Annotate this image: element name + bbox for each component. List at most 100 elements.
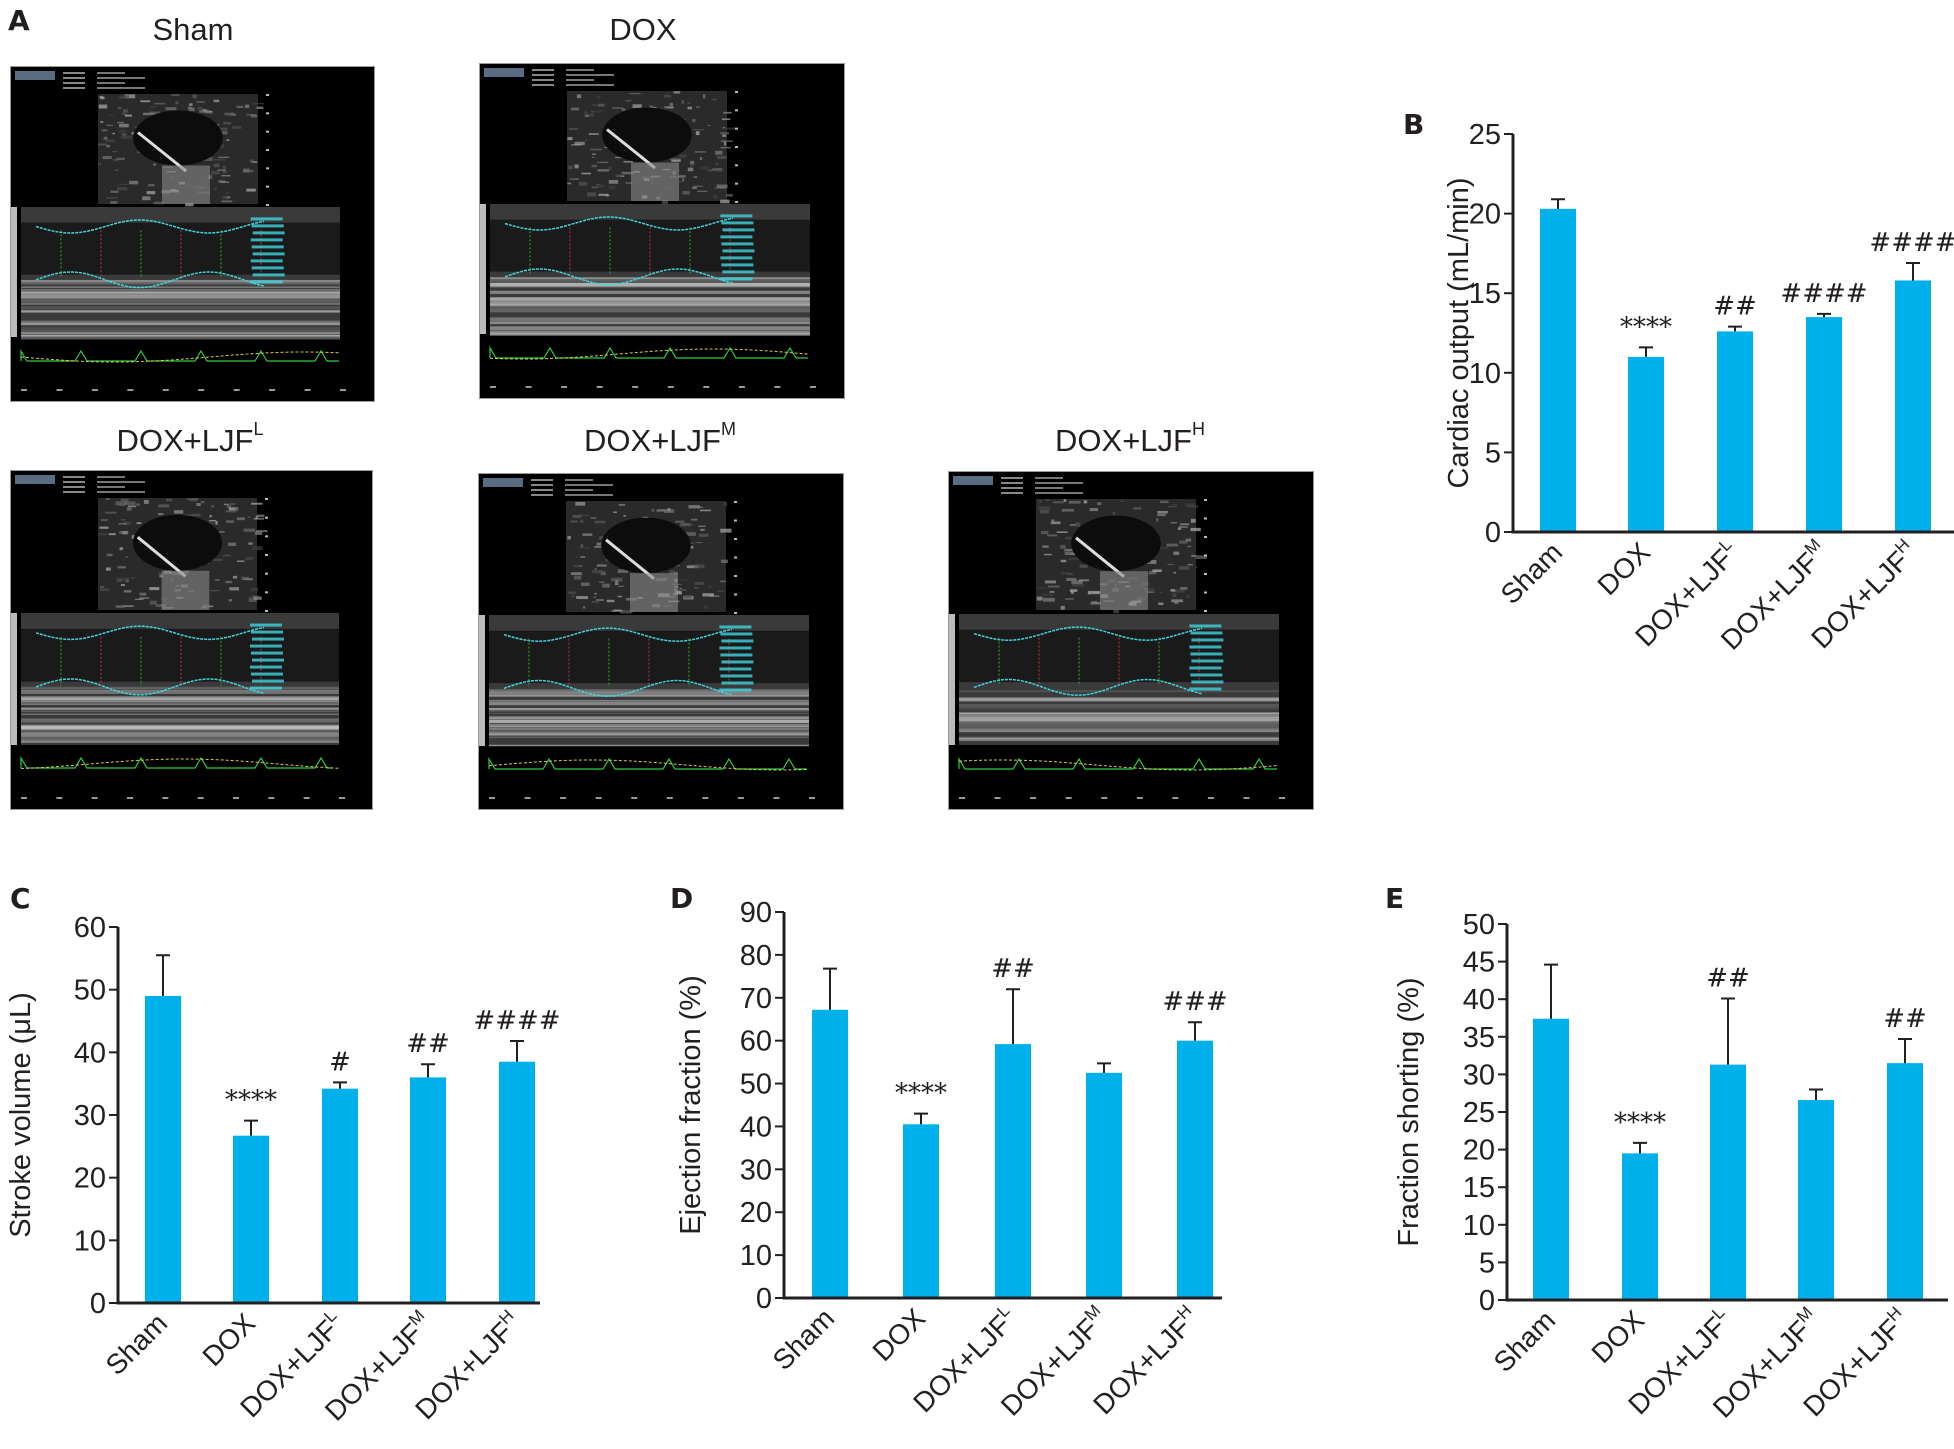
bar-b-0 bbox=[1540, 208, 1576, 532]
echo-image-dox-ljf-m bbox=[478, 473, 844, 810]
b-mode-image bbox=[98, 498, 268, 610]
x-tick-label-base: DOX bbox=[1585, 1304, 1650, 1369]
error-bar-d-1 bbox=[914, 1112, 928, 1125]
y-tick-label: 0 bbox=[1479, 1285, 1495, 1317]
x-tick-label-base: DOX bbox=[1591, 536, 1656, 601]
y-tick-label: 35 bbox=[1463, 1022, 1495, 1054]
error-bar-e-0 bbox=[1544, 963, 1558, 1019]
error-bar-c-4 bbox=[510, 1040, 524, 1062]
significance-label: ### bbox=[1162, 987, 1227, 1017]
y-tick-label: 90 bbox=[740, 897, 772, 929]
y-tick-label: 20 bbox=[1463, 1135, 1495, 1167]
bar-e-0 bbox=[1533, 1018, 1569, 1300]
b-mode-image bbox=[567, 91, 736, 204]
y-tick-label: 50 bbox=[74, 975, 106, 1007]
x-tick-label-base: DOX+LJF bbox=[1087, 1311, 1196, 1420]
error-bar-b-4 bbox=[1906, 261, 1920, 281]
echo-image-dox bbox=[479, 63, 845, 399]
significance-label: ## bbox=[1883, 1004, 1927, 1034]
x-tick-label: DOX bbox=[196, 1307, 261, 1372]
x-tick-label-base: Sham bbox=[1495, 536, 1569, 610]
y-tick-label: 25 bbox=[1463, 1097, 1495, 1129]
bar-c-3 bbox=[410, 1077, 446, 1303]
x-tick-label-base: DOX+LJF bbox=[1797, 1313, 1906, 1422]
error-bar-c-2 bbox=[333, 1081, 347, 1089]
error-bar-d-3 bbox=[1097, 1062, 1111, 1073]
echo-image-sham bbox=[10, 66, 375, 402]
x-tick-label: Sham bbox=[767, 1302, 841, 1376]
y-tick-label: 20 bbox=[74, 1163, 106, 1195]
significance-label: # bbox=[329, 1047, 351, 1077]
bar-b-1 bbox=[1628, 356, 1664, 532]
panel-label-e: E bbox=[1385, 882, 1405, 915]
bar-c-0 bbox=[145, 995, 181, 1303]
y-tick-label: 20 bbox=[1469, 199, 1501, 231]
x-tick-label-base: DOX bbox=[866, 1302, 931, 1367]
y-tick-label: 25 bbox=[1469, 119, 1501, 151]
error-bar-d-2 bbox=[1006, 988, 1020, 1045]
b-mode-image bbox=[1036, 499, 1208, 614]
bar-c-2 bbox=[322, 1088, 358, 1303]
bar-b-3 bbox=[1806, 317, 1842, 532]
bar-e-3 bbox=[1798, 1099, 1834, 1300]
echo-image-dox-ljf-h bbox=[948, 471, 1314, 810]
x-tick-label: DOX bbox=[1591, 536, 1656, 601]
echo-image-dox-ljf-l bbox=[10, 470, 373, 810]
significance-label: #### bbox=[1780, 279, 1867, 309]
bar-d-4 bbox=[1177, 1040, 1213, 1298]
bar-e-4 bbox=[1887, 1063, 1923, 1300]
ultrasound-render bbox=[11, 71, 346, 391]
bar-d-3 bbox=[1086, 1072, 1122, 1298]
echo-title-dox-ljf-h: DOX+LJFH bbox=[1055, 419, 1205, 458]
m-mode-trace bbox=[480, 204, 810, 336]
error-bar-b-1 bbox=[1639, 346, 1653, 357]
x-tick-label-base: Sham bbox=[1488, 1304, 1562, 1378]
bar-b-2 bbox=[1717, 331, 1753, 532]
panel-label-b: B bbox=[1403, 108, 1425, 141]
y-tick-label: 10 bbox=[740, 1240, 772, 1272]
x-tick-label: DOX bbox=[866, 1302, 931, 1367]
y-axis-title: Ejection fraction (%) bbox=[675, 975, 707, 1235]
y-tick-label: 50 bbox=[1463, 909, 1495, 941]
vevo-logo-icon bbox=[15, 71, 55, 80]
significance-label: ## bbox=[1713, 292, 1757, 322]
bar-d-1 bbox=[903, 1124, 939, 1298]
ecg-trace bbox=[958, 756, 1278, 771]
b-mode-image bbox=[98, 94, 264, 207]
y-tick-label: 15 bbox=[1463, 1172, 1495, 1204]
x-tick-label: DOX+LJFH bbox=[408, 1306, 527, 1425]
significance-label: #### bbox=[1869, 228, 1954, 258]
m-mode-trace bbox=[479, 615, 809, 747]
y-tick-label: 0 bbox=[756, 1283, 772, 1315]
significance-label: ## bbox=[991, 954, 1035, 984]
significance-label: ## bbox=[1706, 963, 1750, 993]
significance-label: **** bbox=[225, 1086, 277, 1116]
error-bar-b-0 bbox=[1551, 198, 1565, 209]
significance-label: **** bbox=[1614, 1108, 1666, 1138]
y-tick-label: 40 bbox=[1463, 984, 1495, 1016]
y-tick-label: 30 bbox=[740, 1154, 772, 1186]
bar-d-2 bbox=[995, 1044, 1031, 1298]
ecg-trace bbox=[489, 345, 809, 360]
y-axis-title: Stroke volume (μL) bbox=[5, 992, 37, 1238]
bar-d-0 bbox=[812, 1009, 848, 1298]
y-tick-label: 0 bbox=[90, 1288, 106, 1320]
x-tick-label: DOX+LJFH bbox=[1796, 1303, 1915, 1422]
vevo-logo-icon bbox=[483, 478, 523, 487]
error-bar-e-1 bbox=[1633, 1141, 1647, 1154]
error-bar-e-3 bbox=[1809, 1088, 1823, 1100]
ultrasound-render bbox=[479, 478, 815, 799]
x-tick-label-base: Sham bbox=[767, 1302, 841, 1376]
x-tick-label: Sham bbox=[1495, 536, 1569, 610]
significance-label: ## bbox=[406, 1029, 450, 1059]
x-tick-label: DOX+LJFH bbox=[1086, 1301, 1205, 1420]
panel-label-c: C bbox=[10, 882, 31, 915]
y-tick-label: 50 bbox=[740, 1069, 772, 1101]
ecg-trace bbox=[20, 348, 340, 363]
bar-b-4 bbox=[1895, 280, 1931, 532]
error-bar-b-3 bbox=[1817, 312, 1831, 318]
vevo-logo-icon bbox=[953, 476, 993, 485]
